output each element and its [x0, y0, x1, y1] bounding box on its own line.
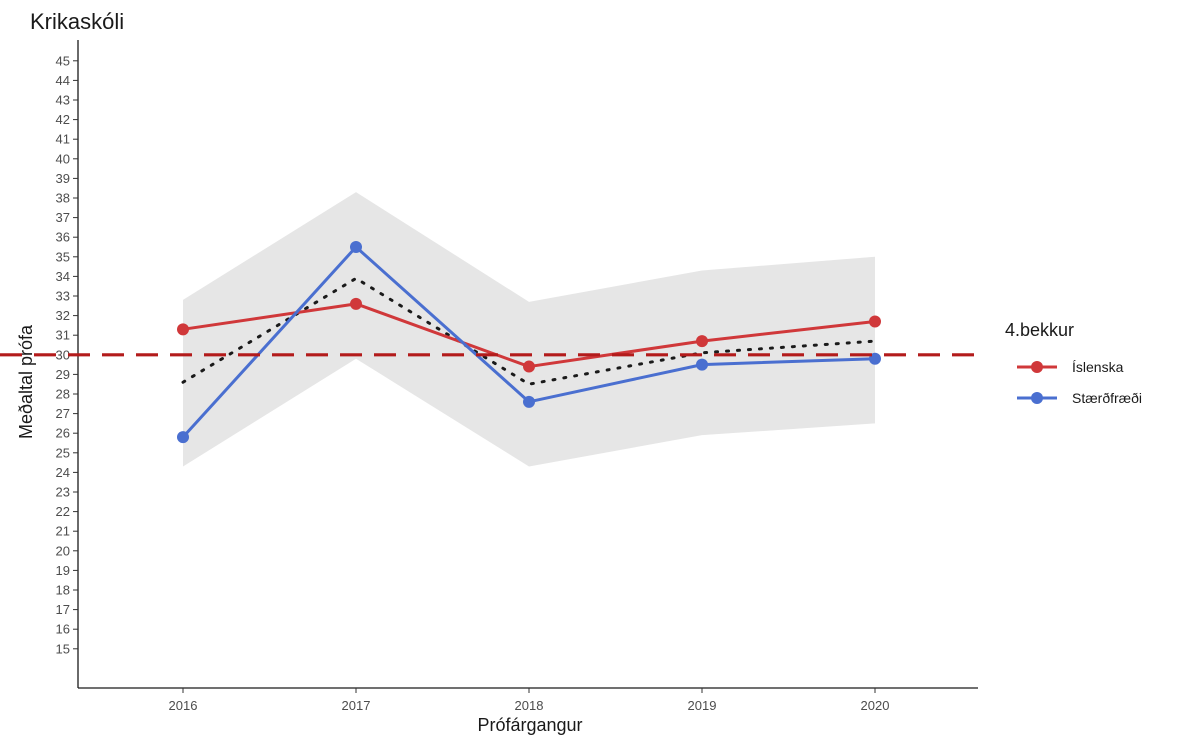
y-tick-label: 40	[56, 151, 70, 166]
x-tick-label: 2020	[861, 698, 890, 713]
legend-label: Stærðfræði	[1072, 390, 1142, 406]
y-tick-label: 22	[56, 504, 70, 519]
data-point	[350, 241, 362, 253]
y-tick-label: 19	[56, 563, 70, 578]
y-tick-label: 25	[56, 445, 70, 460]
y-tick-label: 38	[56, 191, 70, 206]
data-point	[869, 315, 881, 328]
data-point	[350, 297, 362, 310]
y-tick-label: 28	[56, 387, 70, 402]
y-tick-label: 17	[56, 602, 70, 617]
y-tick-label: 42	[56, 112, 70, 127]
y-tick-label: 41	[56, 132, 70, 147]
legend-swatch-point	[1031, 392, 1043, 404]
legend: 4.bekkur Íslenska Stærðfræði	[1005, 320, 1142, 406]
y-tick-label: 24	[56, 465, 70, 480]
data-point	[696, 335, 708, 348]
y-tick-label: 36	[56, 230, 70, 245]
y-axis-label: Meðaltal prófa	[16, 324, 36, 439]
y-tick-label: 29	[56, 367, 70, 382]
y-tick-label: 27	[56, 406, 70, 421]
data-point	[177, 323, 189, 336]
y-tick-label: 39	[56, 171, 70, 186]
y-tick-label: 32	[56, 308, 70, 323]
x-tick-label: 2019	[688, 698, 717, 713]
y-tick-label: 20	[56, 543, 70, 558]
y-tick-label: 26	[56, 426, 70, 441]
confidence-ribbon	[183, 192, 875, 467]
legend-label: Íslenska	[1072, 359, 1124, 375]
y-tick-label: 44	[56, 73, 70, 88]
y-tick-label: 23	[56, 485, 70, 500]
data-point	[523, 360, 535, 373]
y-tick-label: 18	[56, 583, 70, 598]
chart-title: Krikaskóli	[30, 9, 124, 34]
y-tick-label: 35	[56, 249, 70, 264]
y-tick-label: 37	[56, 210, 70, 225]
y-tick-label: 34	[56, 269, 70, 284]
x-tick-label: 2017	[342, 698, 371, 713]
legend-title: 4.bekkur	[1005, 320, 1074, 340]
x-tick-label: 2018	[515, 698, 544, 713]
y-tick-label: 31	[56, 328, 70, 343]
y-tick-label: 45	[56, 53, 70, 68]
y-tick-label: 15	[56, 641, 70, 656]
plot-area: 15 16 17 18 19 20 21 22 23 24 25 26 27 28 29 30 31 32 33 34…	[0, 40, 978, 713]
y-tick-label: 16	[56, 622, 70, 637]
y-tick-label: 30	[56, 347, 70, 362]
y-tick-label: 43	[56, 93, 70, 108]
x-tick-label: 2016	[169, 698, 198, 713]
legend-swatch-point	[1031, 361, 1043, 373]
y-tick-label: 21	[56, 524, 70, 539]
x-axis-label: Prófárgangur	[477, 715, 582, 735]
data-point	[696, 358, 708, 371]
data-point	[177, 431, 189, 444]
y-tick-label: 33	[56, 289, 70, 304]
data-point	[523, 395, 535, 408]
